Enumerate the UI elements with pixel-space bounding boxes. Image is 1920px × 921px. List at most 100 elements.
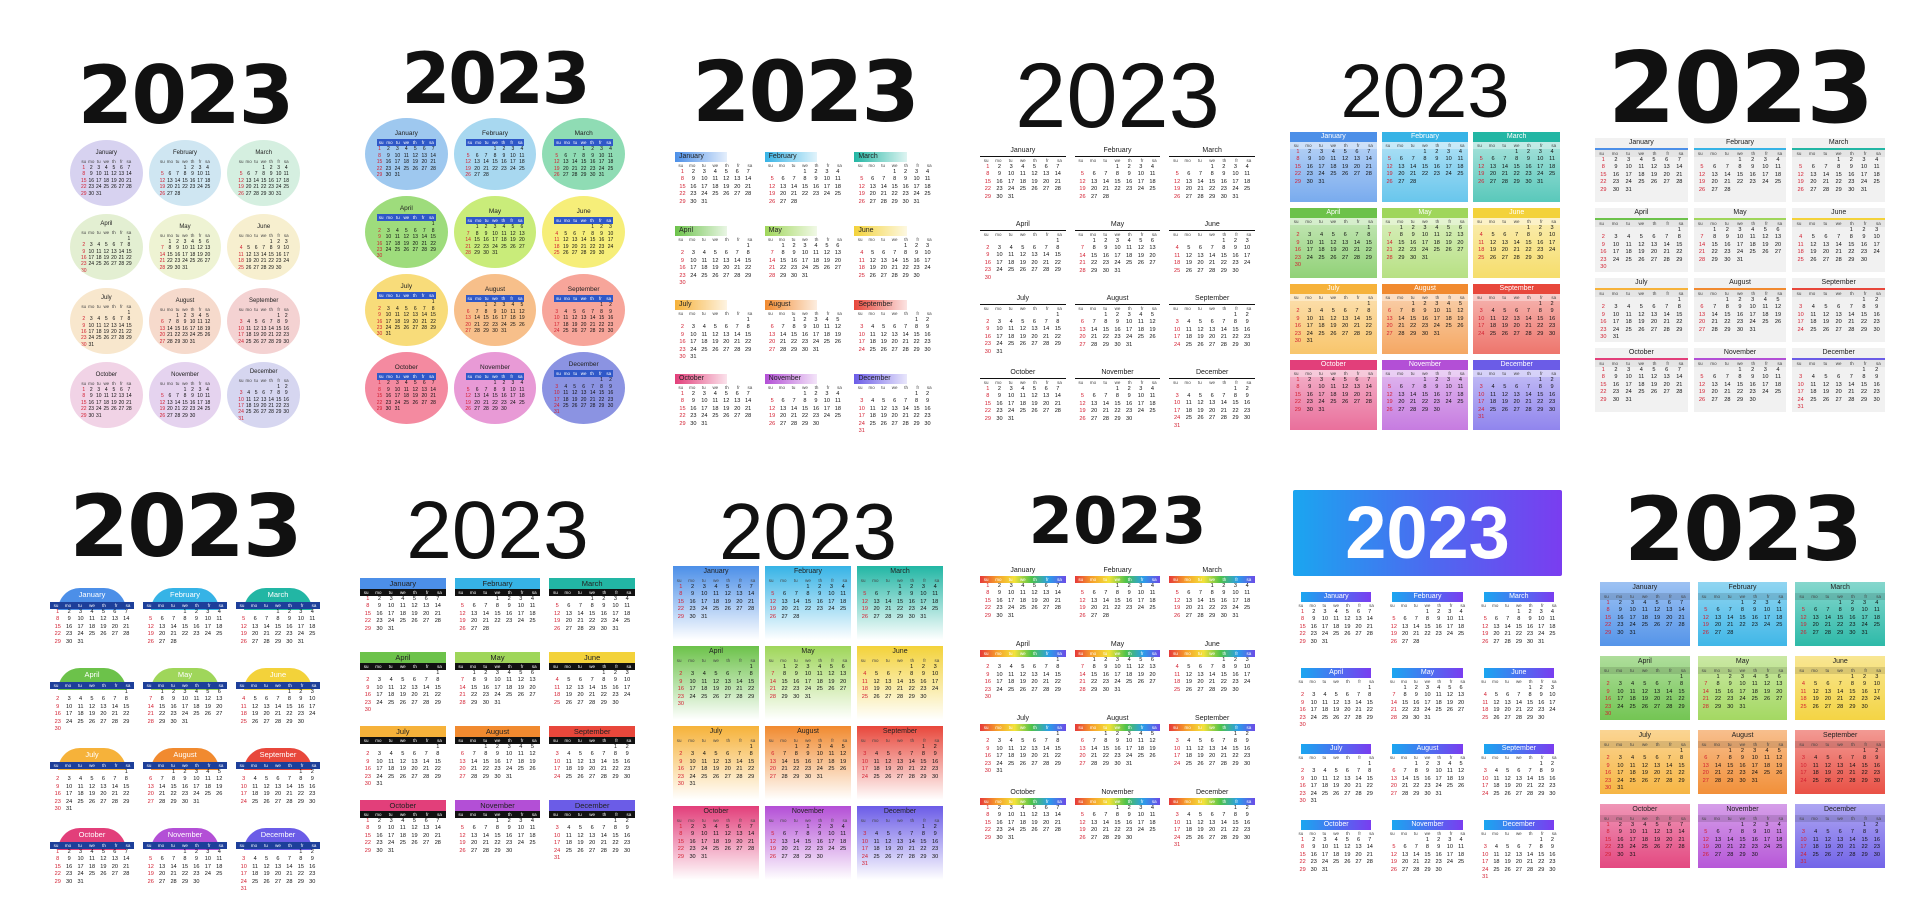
day-grid: 1 2 3 4 5 6 7 8 9 10 11 12 13 14 15 16 17 18 19 20 21 22 23 24 2…	[554, 302, 614, 335]
weekday-header: su mo tu we th fr sa	[980, 156, 1066, 164]
day-grid: 1 2 3 4 5 6 7 8 9 10 11 12 13 14 15 16 17 18 19 20 21 22 23 24 2…	[984, 805, 1061, 841]
weekday-header: su mo tu we th fr sa	[238, 306, 289, 312]
month-name: July	[675, 300, 728, 310]
weekday-header: su mo tu we th fr sa	[980, 303, 1066, 312]
month-july: July su mo tu we th fr sa 1 2 3 4 5 6 7 8 9 10 11 12 13 14 15 1…	[675, 300, 756, 362]
month-february: February su mo tu we th fr sa 1 2 3 4 5 6 7 8 9 10 11 12 13 1…	[1074, 566, 1161, 630]
day-grid: 1 2 3 4 5 6 7 8 9 10 11 12 13 14 15 16 17 18 19 20 21 22 23 24 2…	[1702, 822, 1783, 858]
month-august: August su mo tu we th fr sa 1 2 3 4 5 6 7 8 9 10 11 12 13 14 1…	[1074, 294, 1161, 356]
year-heading: 2023	[1028, 485, 1207, 559]
month-name: December	[1473, 360, 1560, 370]
month-name: September	[567, 286, 600, 294]
month-name: October	[1290, 360, 1377, 370]
weekday-header: su mo tu we th fr sa	[678, 163, 753, 168]
month-december: December su mo tu we th fr sa 1 2 3 4 5 6 7 8 9 10 11 12 13 1…	[236, 828, 320, 898]
month-name: April	[1015, 221, 1030, 228]
day-grid: 1 2 3 4 5 6 7 8 9 10 11 12 13 14 15 16 17 18 19 20 21 22 23 24 2…	[677, 824, 755, 860]
month-march: March su mo tu we th fr sa 1 2 3 4 5 6 7 8 9 10 11 12 13 14 15…	[854, 152, 935, 214]
day-grid: 1 2 3 4 5 6 7 8 9 10 11 12 13 14 15 16 17 18 19 20 21 22 23 24 2…	[861, 584, 939, 620]
month-grid: January su mo tu we th fr sa 1 2 3 4 5 6 7 8 9 10 11 12 13 14…	[360, 578, 635, 864]
month-name: April	[1290, 208, 1377, 218]
month-name: June	[549, 652, 635, 663]
month-name: November	[1726, 806, 1759, 813]
day-grid: 1 2 3 4 5 6 7 8 9 10 11 12 13 14 15 16 17 18 19 20 21 22 23 24 2…	[1079, 657, 1156, 693]
month-august: August su mo tu we th fr sa 1 2 3 4 5 6 7 8 9 10 11 12 13 14 1…	[143, 748, 227, 818]
month-november: November su mo tu we th fr sa 1 2 3 4 5 6 7 8 9 10 11 12 13 1…	[1693, 348, 1787, 412]
month-june: June su mo tu we th fr sa 1 2 3 4 5 6 7 8 9 10 11 12 13 14 15 1…	[227, 214, 300, 280]
weekday-header: su mo tu we th fr sa	[238, 377, 289, 383]
day-grid: 1 2 3 4 5 6 7 8 9 10 11 12 13 14 15 16 17 18 19 20 21 22 23 24 2…	[769, 391, 841, 427]
calendar-panel-11: 2023 January su mo tu we th fr sa 1 2 3 4 5 6 7 8 9 10 11 1…	[1285, 470, 1570, 910]
month-name: June	[1473, 208, 1560, 218]
month-december: December su mo tu we th fr sa 1 2 3 4 5 6 7 8 9 10 11 12 13 1…	[1478, 820, 1560, 886]
month-name: November	[764, 374, 818, 384]
weekday-header: su mo tu we th fr sa	[554, 139, 613, 147]
weekday-header: su mo tu we th fr sa	[768, 385, 842, 390]
day-grid: 1 2 3 4 5 6 7 8 9 10 11 12 13 14 15 16 17 18 19 20 21 22 23 24 2…	[1698, 297, 1782, 333]
weekday-header: su mo tu we th fr sa	[454, 589, 541, 596]
month-january: January su mo tu we th fr sa 1 2 3 4 5 6 7 8 9 10 11 12 13 14…	[50, 588, 134, 658]
month-august: August su mo tu we th fr sa 1 2 3 4 5 6 7 8 9 10 11 12 13 14 1…	[1074, 714, 1161, 778]
month-name: May	[801, 648, 815, 655]
month-august: August su mo tu we th fr sa 1 2 3 4 5 6 7 8 9 10 11 12 13 14 1…	[1381, 284, 1469, 354]
day-grid: 1 2 3 4 5 6 7 8 9 10 11 12 13 14 15 16 17 18 19 20 21 22 23 24 2…	[554, 596, 631, 632]
weekday-header: su mo tu we th fr sa	[1473, 218, 1560, 225]
month-name: January	[1628, 139, 1654, 146]
weekday-header: su mo tu we th fr sa	[1697, 593, 1788, 600]
day-grid: 1 2 3 4 5 6 7 8 9 10 11 12 13 14 15 16 17 18 19 20 21 22 23 24 2…	[1174, 657, 1251, 693]
day-grid: 1 2 3 4 5 6 7 8 9 10 11 12 13 14 15 16 17 18 19 20 21 22 23 24 2…	[677, 664, 755, 708]
day-grid: 1 2 3 4 5 6 7 8 9 10 11 12 13 14 15 16 17 18 19 20 21 22 23 24 2…	[1079, 238, 1156, 274]
month-december: December su mo tu we th fr sa 1 2 3 4 5 6 7 8 9 10 11 12 13 1…	[1792, 348, 1885, 412]
month-june: June su mo tu we th fr sa 1 2 3 4 5 6 7 8 9 10 11 12 13 14 15 1…	[1792, 208, 1885, 272]
month-october: October su mo tu we th fr sa 1 2 3 4 5 6 7 8 9 10 11 12 13 14…	[1295, 820, 1377, 886]
weekday-header: su mo tu we th fr sa	[1074, 230, 1161, 238]
month-june: June su mo tu we th fr sa 1 2 3 4 5 6 7 8 9 10 11 12 13 14 15 1…	[549, 652, 635, 716]
month-may: May su mo tu we th fr sa 1 2 3 4 5 6 7 8 9 10 11 12 13 14 15 16…	[1074, 640, 1161, 704]
day-grid: 1 2 3 4 5 6 7 8 9 10 11 12 13 14 15 16 17 18 19 20 21 22 23 24 2…	[159, 238, 211, 271]
month-name: April	[399, 205, 413, 213]
month-may: May su mo tu we th fr sa 1 2 3 4 5 6 7 8 9 10 11 12 13 14 15 16…	[1693, 208, 1787, 272]
weekday-header: su mo tu we th fr sa	[454, 811, 541, 818]
month-january: January su mo tu we th fr sa 1 2 3 4 5 6 7 8 9 10 11 12 13 14…	[980, 146, 1066, 208]
month-february: February su mo tu we th fr sa 1 2 3 4 5 6 7 8 9 10 11 12 13 1…	[454, 578, 541, 642]
weekday-header: su mo tu we th fr sa	[857, 163, 932, 168]
day-grid: 1 2 3 4 5 6 7 8 9 10 11 12 13 14 15 16 17 18 19 20 21 22 23 24 2…	[1482, 837, 1556, 881]
month-november: November su mo tu we th fr sa 1 2 3 4 5 6 7 8 9 10 11 12 13 1…	[143, 828, 227, 898]
day-grid: 1 2 3 4 5 6 7 8 9 10 11 12 13 14 15 16 17 18 19 20 21 22 23 24 2…	[769, 824, 847, 860]
month-grid: January su mo tu we th fr sa 1 2 3 4 5 6 7 8 9 10 11 12 13 14…	[1595, 138, 1885, 412]
month-name: July	[100, 294, 112, 301]
day-grid: 1 2 3 4 5 6 7 8 9 10 11 12 13 14 15 16 17 18 19 20 21 22 23 24 2…	[1702, 748, 1783, 784]
weekday-header: su mo tu we th fr sa	[1600, 667, 1690, 674]
year-heading: 2023	[1624, 478, 1863, 581]
day-grid: 1 2 3 4 5 6 7 8 9 10 11 12 13 14 15 16 17 18 19 20 21 22 23 24 2…	[861, 824, 939, 868]
weekday-header: su mo tu we th fr sa	[143, 762, 227, 769]
month-name: March	[1828, 139, 1849, 146]
month-name: August	[764, 300, 818, 310]
day-grid: 1 2 3 4 5 6 7 8 9 10 11 12 13 14 15 16 17 18 19 20 21 22 23 24 2…	[1390, 761, 1465, 797]
weekday-header: su mo tu we th fr sa	[554, 217, 613, 225]
calendar-panel-8: 2023 January su mo tu we th fr sa 1 2 3 4 5 6 7 8 9 10 11 1…	[355, 470, 640, 910]
weekday-header: su mo tu we th fr sa	[549, 663, 635, 670]
day-grid: 1 2 3 4 5 6 7 8 9 10 11 12 13 14 15 16 17 18 19 20 21 22 23 24 2…	[364, 670, 441, 714]
day-grid: 1 2 3 4 5 6 7 8 9 10 11 12 13 14 15 16 17 18 19 20 21 22 23 24 2…	[1482, 761, 1556, 797]
month-name: December	[854, 374, 907, 384]
month-march: March su mo tu we th fr sa 1 2 3 4 5 6 7 8 9 10 11 12 13 14 15…	[1169, 146, 1255, 208]
weekday-header: su mo tu we th fr sa	[1473, 370, 1560, 377]
day-grid: 1 2 3 4 5 6 7 8 9 10 11 12 13 14 15 16 17 18 19 20 21 22 23 24 2…	[1797, 297, 1880, 333]
month-name: February	[454, 578, 541, 589]
month-name: July	[1016, 715, 1030, 722]
month-january: January su mo tu we th fr sa 1 2 3 4 5 6 7 8 9 10 11 12 13 14…	[70, 140, 143, 206]
month-name: August	[1381, 284, 1469, 294]
month-name: May	[454, 652, 541, 663]
month-july: July su mo tu we th fr sa 1 2 3 4 5 6 7 8 9 10 11 12 13 14 15 1…	[70, 288, 143, 354]
month-november: November su mo tu we th fr sa 1 2 3 4 5 6 7 8 9 10 11 12 13 1…	[148, 362, 222, 428]
day-grid: 1 2 3 4 5 6 7 8 9 10 11 12 13 14 15 16 17 18 19 20 21 22 23 24 2…	[1294, 377, 1372, 413]
month-name: November	[480, 364, 510, 372]
day-grid: 1 2 3 4 5 6 7 8 9 10 11 12 13 14 15 16 17 18 19 20 21 22 23 24 2…	[861, 744, 939, 780]
month-september: September su mo tu we th fr sa 1 2 3 4 5 6 7 8 9 10 11 12 13…	[1473, 284, 1560, 354]
month-name: August	[797, 728, 819, 735]
month-grid: January su mo tu we th fr sa 1 2 3 4 5 6 7 8 9 10 11 12 13 14…	[1600, 582, 1885, 868]
weekday-header: su mo tu we th fr sa	[1381, 218, 1469, 225]
month-grid: January su mo tu we th fr sa 1 2 3 4 5 6 7 8 9 10 11 12 13 14…	[1295, 592, 1560, 886]
calendar-panel-9: 2023 January su mo tu we th fr sa 1 2 3 4 5 6 7 8 9 10 11 1…	[668, 470, 948, 910]
